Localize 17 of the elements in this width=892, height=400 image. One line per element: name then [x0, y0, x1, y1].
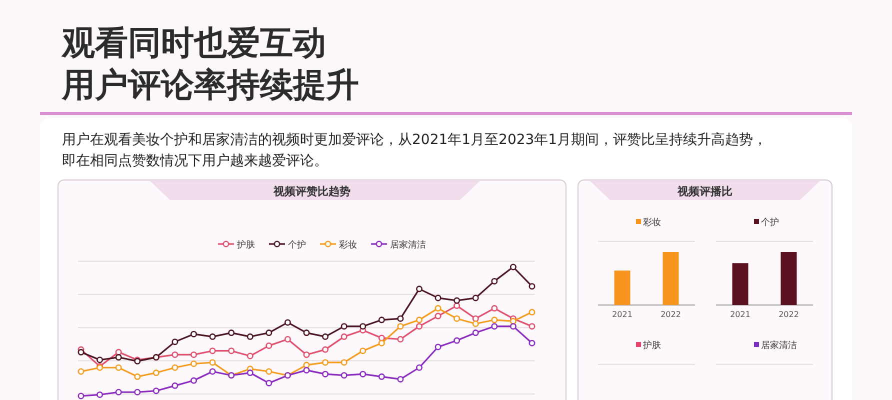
text: 观看同时也爱互动 — [61, 23, 326, 62]
legend-label: 个护 — [761, 217, 779, 228]
legend-label: 护肤 — [642, 340, 661, 351]
x-tick-label: 2022 — [660, 310, 681, 319]
chart-title: 视频评播比 — [676, 185, 732, 198]
x-tick-label: 2021 — [612, 310, 632, 319]
text: 用户在观看美妆个护和居家清洁的视频时更加爱评论，从2021年1月至2023年1月期间，评赞比呈持续升高趋势，即在相同点赞数情况下用户越来越爱评论。 — [62, 132, 768, 169]
legend-label: 护肤 — [236, 240, 255, 250]
legend-label: 彩妆 — [643, 217, 661, 228]
legend-label: 个护 — [288, 240, 306, 250]
x-tick-label: 2021 — [730, 310, 750, 319]
chart-title: 视频评赞比趋势 — [272, 185, 350, 198]
text: 用户评论率持续提升 — [61, 65, 359, 104]
legend-label: 居家清洁 — [390, 240, 426, 250]
x-tick-label: 2022 — [778, 310, 799, 319]
legend-label: 彩妆 — [339, 240, 357, 250]
legend-label: 居家清洁 — [761, 340, 797, 351]
